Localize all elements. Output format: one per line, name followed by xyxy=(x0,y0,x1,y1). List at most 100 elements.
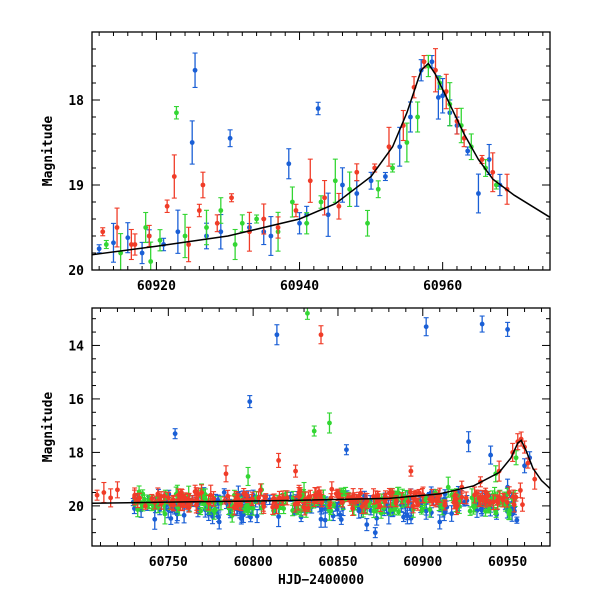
red-cloud-point xyxy=(494,498,500,504)
blue-series-point xyxy=(437,519,443,525)
red-cloud-point xyxy=(459,494,465,500)
top-panel-y-axis-title: Magnitude xyxy=(41,116,56,187)
green-cloud-point xyxy=(140,491,146,497)
y-tick-label: 18 xyxy=(68,94,84,109)
blue-series-point xyxy=(286,161,292,167)
x-tick-label: 60940 xyxy=(280,279,319,294)
x-tick-label: 60900 xyxy=(403,555,442,570)
red-series-point xyxy=(182,495,188,501)
blue-cloud-point xyxy=(401,514,406,520)
green-series-point xyxy=(327,420,332,426)
blue-series-point xyxy=(276,514,281,519)
x-tick-label: 60850 xyxy=(318,555,357,570)
red-cloud-point xyxy=(377,503,383,509)
blue-series-point xyxy=(227,135,233,141)
green-series-point xyxy=(445,484,451,490)
green-series-point xyxy=(365,220,370,226)
green-series-point xyxy=(204,225,209,230)
x-tick-label: 60920 xyxy=(137,279,176,294)
blue-cloud-point xyxy=(168,516,174,521)
y-tick-label: 20 xyxy=(68,500,84,515)
plot-area xyxy=(92,308,550,539)
red-cloud-point xyxy=(501,495,507,500)
red-cloud-point xyxy=(520,502,525,508)
blue-cloud-point xyxy=(221,490,227,495)
red-cloud-point xyxy=(430,498,436,504)
blue-series-point xyxy=(344,447,349,453)
top-panel-frame xyxy=(91,31,551,271)
red-cloud-point xyxy=(327,502,332,508)
blue-cloud-point xyxy=(449,511,455,516)
bottom-panel-marks xyxy=(92,308,550,539)
red-cloud-point xyxy=(186,505,192,511)
blue-series-point xyxy=(364,522,370,528)
blue-series-point xyxy=(408,114,413,120)
red-series-point xyxy=(293,468,298,474)
green-series-point xyxy=(327,508,332,514)
green-cloud-point xyxy=(198,508,204,514)
green-cloud-point xyxy=(245,508,251,514)
red-cloud-point xyxy=(393,500,399,506)
red-series-point xyxy=(100,229,106,235)
red-cloud-point xyxy=(244,492,249,498)
red-series-point xyxy=(208,492,214,498)
blue-series-point xyxy=(325,212,331,218)
red-series-point xyxy=(229,195,234,201)
red-cloud-point xyxy=(258,487,263,493)
red-cloud-point xyxy=(472,492,477,498)
red-cloud-point xyxy=(405,499,411,504)
blue-series-point xyxy=(297,220,302,226)
green-cloud-point xyxy=(396,509,402,515)
red-cloud-point xyxy=(442,500,448,506)
blue-series-point xyxy=(216,519,222,525)
y-tick-label: 18 xyxy=(68,446,84,461)
green-cloud-point xyxy=(244,503,249,509)
green-series-point xyxy=(281,506,287,511)
blue-cloud-point xyxy=(248,514,253,520)
red-cloud-point xyxy=(483,499,489,505)
red-series-point xyxy=(354,169,360,175)
blue-cloud-point xyxy=(181,512,187,518)
red-cloud-point xyxy=(192,489,198,495)
green-cloud-point xyxy=(467,508,473,514)
red-cloud-point xyxy=(132,495,137,500)
red-cloud-point xyxy=(211,496,216,502)
green-cloud-point xyxy=(486,506,492,512)
green-series-point xyxy=(305,310,310,316)
blue-series-point xyxy=(423,324,429,330)
red-series-point xyxy=(276,458,281,463)
green-series-point xyxy=(289,199,295,205)
blue-cloud-point xyxy=(356,508,362,514)
red-series-point xyxy=(101,490,107,495)
blue-cloud-point xyxy=(374,515,380,521)
blue-series-point xyxy=(354,191,360,196)
red-series-point xyxy=(261,216,267,222)
red-series-point xyxy=(408,468,414,474)
red-series-point xyxy=(114,225,120,230)
blue-series-point xyxy=(423,508,429,514)
red-cloud-point xyxy=(511,502,517,508)
red-cloud-point xyxy=(434,499,440,504)
green-series-point xyxy=(347,186,353,192)
green-cloud-point xyxy=(396,490,402,496)
green-series-point xyxy=(304,220,310,226)
bottom-panel-ticks: 60750 60800 60850 60900 60950 14 16 18 20 xyxy=(68,308,550,570)
green-series-point xyxy=(332,178,338,184)
blue-series-point xyxy=(372,530,378,536)
blue-series-point xyxy=(435,95,441,100)
green-series-point xyxy=(211,508,217,514)
red-cloud-point xyxy=(302,506,308,512)
red-cloud-point xyxy=(149,496,155,502)
green-series-point xyxy=(254,216,259,222)
red-series-point xyxy=(307,178,313,184)
red-series-point xyxy=(128,242,134,247)
y-tick-label: 16 xyxy=(68,393,84,408)
red-cloud-point xyxy=(231,505,237,511)
red-series-point xyxy=(293,208,299,213)
blue-series-point xyxy=(488,452,494,458)
red-series-point xyxy=(318,332,324,338)
red-cloud-point xyxy=(416,490,422,496)
green-cloud-point xyxy=(250,506,256,511)
green-series-point xyxy=(390,165,395,171)
red-series-point xyxy=(336,203,342,209)
